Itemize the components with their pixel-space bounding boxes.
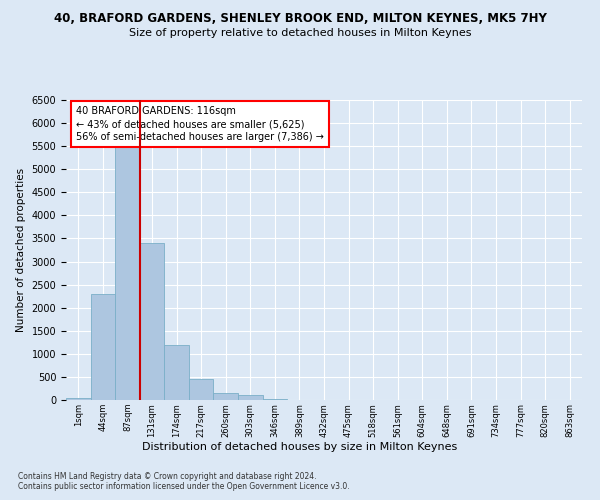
- Bar: [115, 137, 140, 400]
- Text: Contains HM Land Registry data © Crown copyright and database right 2024.: Contains HM Land Registry data © Crown c…: [18, 472, 317, 481]
- Bar: [214, 393, 238, 400]
- Bar: [263, 399, 287, 400]
- Bar: [164, 344, 189, 400]
- Bar: [91, 294, 115, 400]
- Bar: [189, 379, 214, 400]
- Text: Contains public sector information licensed under the Open Government Licence v3: Contains public sector information licen…: [18, 482, 350, 491]
- Bar: [238, 396, 263, 400]
- Bar: [66, 398, 91, 400]
- Text: 40, BRAFORD GARDENS, SHENLEY BROOK END, MILTON KEYNES, MK5 7HY: 40, BRAFORD GARDENS, SHENLEY BROOK END, …: [53, 12, 547, 26]
- Bar: [140, 243, 164, 400]
- Y-axis label: Number of detached properties: Number of detached properties: [16, 168, 26, 332]
- Text: Distribution of detached houses by size in Milton Keynes: Distribution of detached houses by size …: [142, 442, 458, 452]
- Text: 40 BRAFORD GARDENS: 116sqm
← 43% of detached houses are smaller (5,625)
56% of s: 40 BRAFORD GARDENS: 116sqm ← 43% of deta…: [76, 106, 324, 142]
- Text: Size of property relative to detached houses in Milton Keynes: Size of property relative to detached ho…: [129, 28, 471, 38]
